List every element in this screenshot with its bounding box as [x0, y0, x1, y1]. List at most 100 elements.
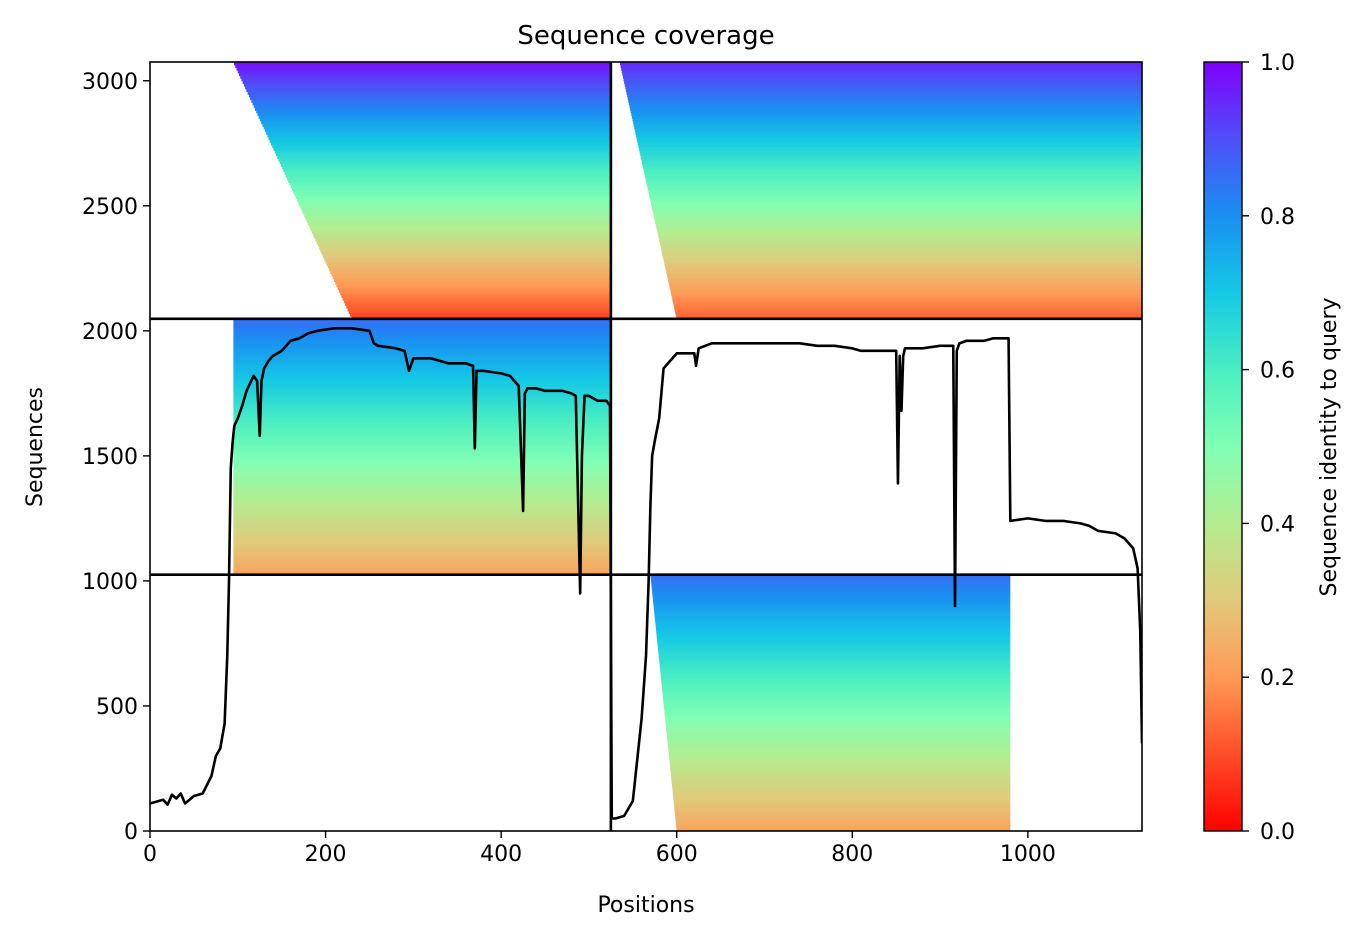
heatmap-row [233, 350, 611, 355]
heatmap-row [663, 259, 1142, 264]
heatmap-row [667, 742, 1011, 747]
heatmap-row [662, 689, 1011, 693]
heatmap-row [343, 300, 611, 304]
heatmap-row [296, 198, 611, 202]
heatmap-row [248, 94, 611, 98]
heatmap-row [662, 692, 1011, 696]
heatmap-row [674, 809, 1011, 813]
heatmap-row [665, 716, 1011, 720]
heatmap-row [634, 126, 1142, 130]
heatmap-row [314, 235, 611, 240]
heatmap-row [233, 550, 611, 554]
heatmap-row [654, 609, 1011, 613]
heatmap-row [676, 828, 1011, 831]
heatmap-row [255, 107, 611, 111]
heatmap-row [662, 251, 1142, 256]
heatmap-row [246, 88, 611, 93]
heatmap-row [264, 128, 611, 133]
heatmap-row [675, 817, 1011, 821]
heatmap-row [652, 206, 1142, 210]
heatmap-row [669, 286, 1142, 291]
heatmap-row [299, 203, 611, 208]
heatmap-row [625, 88, 1142, 93]
heatmap-row [649, 195, 1142, 200]
heatmap-row [233, 484, 611, 488]
heatmap-row [654, 612, 1011, 616]
heatmap-row [233, 332, 611, 336]
heatmap-row [233, 537, 611, 541]
heatmap-row [245, 86, 611, 90]
heatmap-row [669, 758, 1011, 763]
heatmap-row [238, 72, 611, 76]
heatmap-row [313, 233, 611, 237]
heatmap-row [663, 700, 1011, 704]
heatmap-row [308, 222, 611, 226]
heatmap-row [233, 390, 611, 395]
heatmap-row [650, 201, 1142, 205]
heatmap-row [233, 564, 611, 568]
heatmap-row [272, 144, 611, 149]
heatmap-row [649, 193, 1142, 197]
heatmap-row [657, 644, 1011, 648]
heatmap-block-bottom-right [650, 574, 1011, 831]
heatmap-row [233, 412, 611, 416]
heatmap-row [633, 120, 1142, 125]
heatmap-row [674, 806, 1011, 811]
heatmap-row [233, 468, 611, 472]
heatmap-row [279, 160, 611, 165]
heatmap-row [648, 190, 1142, 194]
heatmap-row [233, 417, 611, 421]
heatmap-row [632, 118, 1142, 122]
heatmap-row [652, 593, 1011, 597]
heatmap-row [233, 449, 611, 453]
heatmap-row [675, 814, 1011, 819]
heatmap-row [674, 812, 1011, 816]
heatmap-row [345, 302, 611, 307]
heatmap-row [653, 598, 1011, 602]
heatmap-row [290, 185, 611, 189]
heatmap-row [233, 476, 611, 480]
heatmap-row [670, 289, 1142, 293]
heatmap-row [672, 790, 1011, 795]
y-axis-label: Sequences [23, 387, 48, 507]
heatmap-row [233, 380, 611, 384]
heatmap-row [233, 428, 611, 432]
heatmap-row [233, 508, 611, 512]
heatmap-row [335, 281, 611, 285]
heatmap-row [640, 152, 1142, 157]
heatmap-row [669, 756, 1011, 760]
heatmap-row [659, 238, 1142, 242]
heatmap-row [233, 454, 611, 458]
heatmap-row [306, 219, 611, 224]
y-tick-label: 500 [96, 695, 138, 720]
heatmap-row [644, 171, 1142, 175]
heatmap-row [639, 150, 1142, 154]
heatmap-row [621, 70, 1142, 74]
heatmap-row [288, 179, 611, 183]
heatmap-row [661, 678, 1011, 683]
heatmap-row [662, 686, 1011, 691]
heatmap-row [233, 486, 611, 490]
heatmap-row [233, 369, 611, 373]
heatmap-row [316, 241, 611, 245]
heatmap-row [669, 761, 1011, 765]
heatmap-row [284, 171, 611, 175]
heatmap-row [233, 566, 611, 570]
heatmap-row [641, 160, 1142, 165]
heatmap-row [654, 617, 1011, 621]
heatmap-row [653, 606, 1011, 610]
heatmap-row [634, 128, 1142, 133]
heatmap-row [672, 788, 1011, 792]
heatmap-row [309, 225, 611, 229]
heatmap-row [233, 406, 611, 411]
heatmap-row [321, 251, 611, 256]
heatmap-row [233, 441, 611, 445]
heatmap-block-top-right [619, 62, 1142, 320]
heatmap-row [233, 436, 611, 440]
heatmap-row [233, 516, 611, 520]
heatmap-row [235, 64, 611, 68]
colorbar-tick-label: 0.0 [1260, 820, 1295, 845]
heatmap-row [233, 532, 611, 536]
heatmap-row [658, 235, 1142, 240]
heatmap-row [621, 67, 1142, 71]
